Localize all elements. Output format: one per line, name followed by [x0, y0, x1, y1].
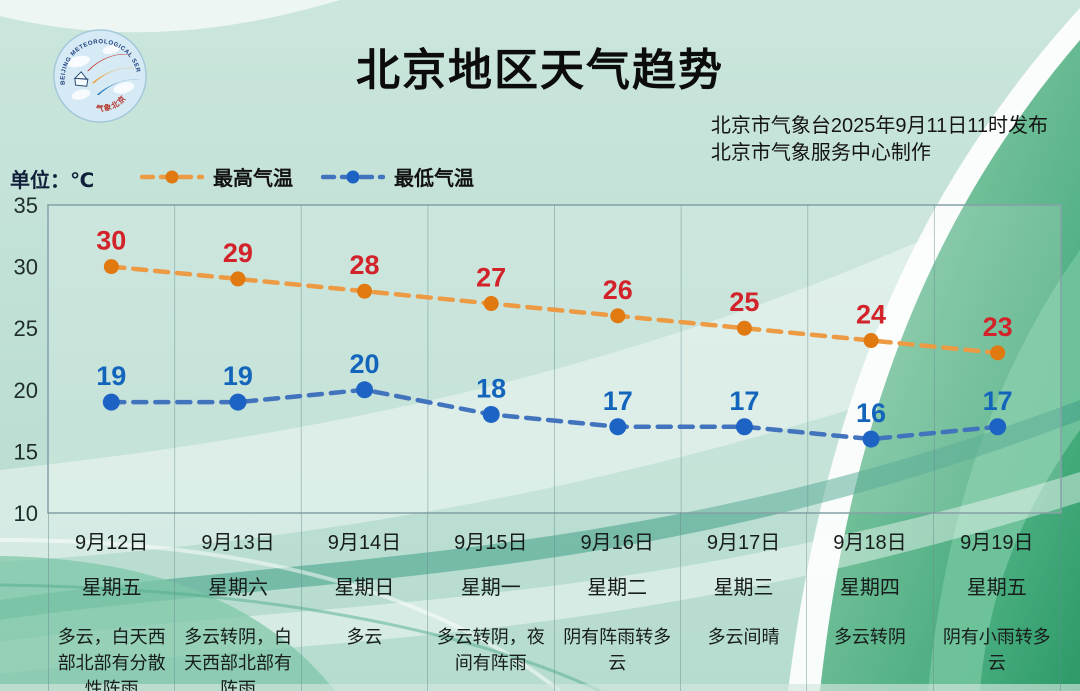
max-temp-point: [863, 333, 879, 349]
chart-legend: 最高气温 最低气温: [140, 162, 474, 191]
max-temp-point: [483, 296, 499, 312]
legend-max-label: 最高气温: [213, 168, 293, 190]
min-temp-point: [862, 430, 880, 448]
min-temp-point: [989, 418, 1007, 436]
min-temp-point: [102, 393, 120, 411]
forecast-day-table: 9月12日 星期五 多云，白天西部北部有分散性阵雨 9月13日 星期六 多云转阴，白天西部…: [48, 513, 1061, 691]
day-column: 9月19日星期五阴有小雨转多云: [934, 513, 1060, 691]
weather-description: 多云，白天西部北部有分散性阵雨: [57, 627, 166, 691]
weekday-label: 星期五: [966, 577, 1027, 599]
day-column: 9月16日星期二阴有阵雨转多云: [555, 513, 681, 691]
weather-description: 多云转阴，白天西部北部有阵雨: [184, 627, 293, 691]
weekday-label: 星期三: [713, 577, 774, 599]
min-temp-value-label: 17: [729, 386, 759, 416]
day-column: 9月12日星期五多云，白天西部北部有分散性阵雨: [49, 513, 176, 691]
legend-min-label: 最低气温: [394, 168, 474, 190]
unit-label: 单位：℃: [10, 170, 95, 192]
date-label: 9月17日: [706, 532, 781, 554]
day-column: 9月14日星期日多云: [302, 513, 429, 691]
y-axis-tick-label: 15: [14, 439, 38, 464]
date-label: 9月15日: [454, 532, 528, 554]
min-temp-value-label: 17: [603, 386, 633, 416]
date-label: 9月13日: [201, 532, 275, 554]
legend-item-max: 最高气温: [140, 162, 293, 191]
min-temp-point: [356, 381, 374, 399]
weekday-label: 星期四: [839, 577, 900, 599]
y-axis-tick-label: 10: [14, 501, 38, 526]
max-temp-point: [103, 259, 119, 275]
date-label: 9月16日: [580, 532, 654, 554]
date-label: 9月14日: [327, 532, 402, 554]
page-title: 北京地区天气趋势: [356, 46, 724, 95]
weekday-label: 星期六: [208, 577, 269, 599]
date-label: 9月19日: [960, 532, 1034, 554]
max-temp-value-label: 23: [983, 312, 1013, 342]
max-temp-point: [610, 308, 626, 324]
publisher-info: 北京市气象台2025年9月11日11时发布 北京市气象服务中心制作: [711, 113, 1048, 167]
produced-line: 北京市气象服务中心制作: [710, 142, 931, 164]
min-temp-line: [109, 387, 1000, 442]
date-label: 9月18日: [833, 532, 907, 554]
max-temp-point: [357, 283, 373, 299]
legend-item-min: 最低气温: [321, 162, 474, 191]
day-column: 9月18日星期四多云转阴: [807, 513, 934, 691]
weather-description: 阴有阵雨转多云: [563, 627, 672, 674]
min-temp-value-label: 17: [983, 386, 1013, 416]
plot-area: [47, 204, 1062, 514]
day-column: 9月17日星期三多云间晴: [681, 513, 808, 691]
day-column: 9月13日星期六多云转阴，白天西部北部有阵雨: [175, 513, 302, 691]
max-temp-point: [230, 271, 246, 287]
weather-description: 多云: [346, 627, 383, 647]
y-axis-tick-label: 25: [14, 316, 38, 341]
weekday-label: 星期一: [460, 577, 521, 599]
min-temp-line-swatch-icon: [321, 170, 385, 183]
issued-line: 北京市气象台2025年9月11日11时发布: [710, 115, 1048, 137]
max-temp-value-label: 26: [603, 275, 633, 305]
min-temp-point: [735, 418, 753, 436]
min-temp-value-label: 16: [856, 398, 886, 428]
min-temp-point: [482, 405, 500, 423]
max-temp-value-label: 24: [856, 300, 886, 330]
max-temp-value-label: 28: [350, 250, 380, 280]
min-temp-point: [229, 393, 247, 411]
weekday-label: 星期日: [334, 577, 395, 599]
logo-dove-icon: [73, 71, 89, 87]
weekday-label: 星期二: [587, 577, 648, 599]
y-axis-tick-label: 30: [14, 255, 38, 280]
min-temp-value-label: 19: [96, 361, 126, 391]
weekday-label: 星期五: [81, 577, 142, 599]
max-temp-value-label: 30: [96, 226, 126, 256]
max-temp-value-label: 29: [223, 238, 253, 268]
min-temp-value-label: 19: [223, 361, 253, 391]
min-temp-point: [609, 418, 627, 436]
weather-description: 多云转阴: [833, 627, 906, 647]
date-label: 9月12日: [75, 532, 149, 554]
weather-description: 阴有小雨转多云: [942, 627, 1051, 674]
day-column: 9月15日星期一多云转阴，夜间有阵雨: [428, 513, 555, 691]
weather-description: 多云转阴，夜间有阵雨: [436, 627, 545, 674]
min-temp-value-label: 18: [476, 373, 506, 403]
weather-description: 多云间晴: [707, 627, 780, 647]
max-temp-value-label: 27: [476, 263, 506, 293]
y-axis-tick-label: 35: [14, 193, 38, 218]
max-temp-line: [109, 264, 1000, 356]
min-temp-value-label: 20: [350, 349, 380, 379]
y-axis-tick-label: 20: [14, 378, 38, 403]
max-temp-point: [990, 345, 1006, 361]
max-temp-line-swatch-icon: [140, 170, 204, 183]
max-temp-point: [736, 320, 752, 336]
max-temp-value-label: 25: [729, 287, 759, 317]
